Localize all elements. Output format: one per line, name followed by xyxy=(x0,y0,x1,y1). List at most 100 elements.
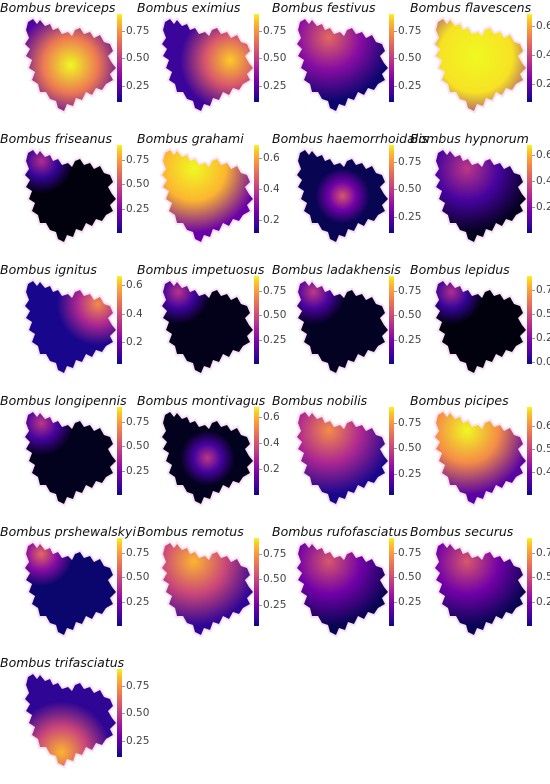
region-suitability-fill xyxy=(25,543,116,635)
species-panel: Bombus festivus 0.75 0.50 0.25 xyxy=(272,0,421,128)
species-map xyxy=(22,409,119,507)
colorbar xyxy=(117,407,122,495)
species-map xyxy=(22,540,119,638)
colorbar-tick-label: 0.75 xyxy=(393,155,422,168)
species-panel: Bombus ladakhensis 0.75 0.50 0.25 xyxy=(272,262,421,390)
colorbar-tick-label: 0.4 xyxy=(532,176,550,186)
species-map xyxy=(159,409,256,507)
colorbar-tick-label: 0.25 xyxy=(393,79,422,92)
colorbar xyxy=(117,538,122,626)
colorbar-tick-label: 0.4 xyxy=(532,467,550,477)
species-map xyxy=(432,409,529,507)
colorbar-tick-label: 0.25 xyxy=(393,333,422,346)
region-suitability-fill xyxy=(297,412,388,504)
species-title: Bombus grahami xyxy=(137,131,244,146)
region-suitability-fill xyxy=(25,19,116,111)
colorbar-tick-label: 0.25 xyxy=(121,79,150,92)
colorbar-tick-label: 0.25 xyxy=(258,79,287,92)
colorbar-tick-label: 0.50 xyxy=(531,309,550,320)
region-suitability-fill xyxy=(435,150,526,242)
species-title: Bombus eximius xyxy=(137,0,241,15)
species-title: Bombus breviceps xyxy=(0,0,116,15)
colorbar-tick-label: 0.4 xyxy=(259,437,280,450)
species-map xyxy=(22,671,119,769)
species-map xyxy=(22,278,119,376)
colorbar-tick-label: 0.25 xyxy=(121,464,150,477)
region-suitability-fill xyxy=(297,281,388,373)
colorbar-tick-label: 0.75 xyxy=(258,547,287,560)
species-title: Bombus securus xyxy=(410,524,514,539)
colorbar xyxy=(389,145,394,233)
colorbar-tick-label: 0.75 xyxy=(531,285,550,296)
species-panel: Bombus lepidus 0.75 0.50 0.25 0.00 xyxy=(410,262,550,390)
colorbar xyxy=(527,145,532,233)
region-suitability-fill xyxy=(297,543,388,635)
species-title: Bombus ladakhensis xyxy=(272,262,401,277)
colorbar-tick-label: 0.50 xyxy=(121,707,150,719)
species-panel: Bombus flavescens 0.6 0.4 0.2 xyxy=(410,0,550,128)
colorbar xyxy=(117,145,122,233)
species-map xyxy=(294,16,391,114)
species-map xyxy=(22,147,119,245)
colorbar-tick-label: 0.25 xyxy=(393,210,422,223)
species-panel: Bombus eximius 0.75 0.50 0.25 xyxy=(137,0,286,128)
colorbar-tick-label: 0.25 xyxy=(531,333,550,343)
colorbar-tick-label: 0.6 xyxy=(122,278,143,291)
colorbar-tick-label: 0.2 xyxy=(532,202,550,212)
colorbar-tick-label: 0.00 xyxy=(531,357,550,367)
colorbar xyxy=(389,276,394,364)
region-suitability-fill xyxy=(25,412,116,504)
colorbar-tick-label: 0.25 xyxy=(258,599,287,612)
colorbar xyxy=(389,14,394,102)
colorbar-tick-label: 0.75 xyxy=(121,679,150,692)
species-panel: Bombus prshewalskyi 0.75 0.50 0.25 xyxy=(0,524,149,652)
colorbar xyxy=(254,276,259,364)
colorbar-tick-label: 0.25 xyxy=(531,596,550,607)
species-map xyxy=(22,16,119,114)
colorbar-tick-label: 0.50 xyxy=(393,442,422,455)
species-title: Bombus prshewalskyi xyxy=(0,524,136,539)
colorbar-tick-label: 0.75 xyxy=(531,547,550,558)
region-suitability-fill xyxy=(162,281,253,373)
species-title: Bombus rufofasciatus xyxy=(272,524,408,539)
region-suitability-fill xyxy=(25,150,116,242)
colorbar-tick-label: 0.6 xyxy=(532,420,550,431)
colorbar-tick-label: 0.6 xyxy=(259,411,280,424)
colorbar xyxy=(527,14,532,102)
species-panel: Bombus friseanus 0.75 0.50 0.25 xyxy=(0,131,149,259)
species-panel: Bombus securus 0.75 0.50 0.25 xyxy=(410,524,550,652)
species-title: Bombus festivus xyxy=(272,0,376,15)
colorbar-tick-label: 0.50 xyxy=(393,52,422,64)
colorbar-tick-label: 0.75 xyxy=(121,415,150,428)
species-panel: Bombus breviceps 0.75 0.50 0.25 xyxy=(0,0,149,128)
colorbar-tick-label: 0.75 xyxy=(258,24,287,37)
region-suitability-fill xyxy=(297,19,388,111)
colorbar-tick-label: 0.50 xyxy=(393,183,422,195)
species-map xyxy=(159,147,256,245)
colorbar-tick-label: 0.2 xyxy=(259,214,280,227)
species-map xyxy=(159,540,256,638)
species-title: Bombus haemorrhoidalis xyxy=(272,131,429,146)
species-title: Bombus remotus xyxy=(137,524,244,539)
colorbar-tick-label: 0.75 xyxy=(393,284,422,297)
colorbar-tick-label: 0.50 xyxy=(121,440,150,453)
colorbar-tick-label: 0.50 xyxy=(121,571,150,584)
colorbar xyxy=(117,14,122,102)
species-title: Bombus picipes xyxy=(410,393,509,408)
species-panel: Bombus rufofasciatus 0.75 0.50 0.25 xyxy=(272,524,421,652)
colorbar-tick-label: 0.50 xyxy=(531,572,550,582)
species-map xyxy=(294,409,391,507)
region-suitability-fill xyxy=(435,412,526,504)
region-suitability-fill xyxy=(435,281,526,373)
species-title: Bombus hypnorum xyxy=(410,131,529,146)
species-map xyxy=(432,147,529,245)
species-title: Bombus impetuosus xyxy=(137,262,265,277)
species-panel: Bombus impetuosus 0.75 0.50 0.25 xyxy=(137,262,286,390)
colorbar-tick-label: 0.25 xyxy=(393,468,422,481)
colorbar xyxy=(527,276,532,364)
species-map xyxy=(294,147,391,245)
species-title: Bombus nobilis xyxy=(272,393,368,408)
species-map xyxy=(159,16,256,114)
species-panel: Bombus montivagus 0.6 0.4 0.2 xyxy=(137,393,280,521)
species-panel: Bombus haemorrhoidalis 0.75 0.50 0.25 xyxy=(272,131,428,259)
